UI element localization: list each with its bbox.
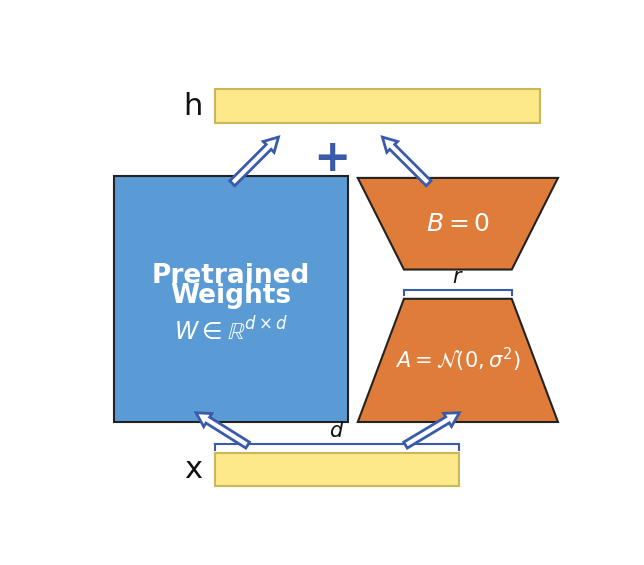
Bar — [214, 453, 459, 486]
Text: x: x — [184, 455, 202, 484]
Text: Pretrained: Pretrained — [152, 263, 310, 289]
Polygon shape — [196, 413, 249, 448]
Bar — [214, 89, 540, 123]
Polygon shape — [358, 299, 558, 422]
Polygon shape — [383, 137, 431, 186]
Text: $W \in \mathbb{R}^{d\times d}$: $W \in \mathbb{R}^{d\times d}$ — [174, 317, 288, 345]
Polygon shape — [404, 413, 459, 448]
Text: $d$: $d$ — [329, 421, 345, 441]
Bar — [115, 176, 348, 422]
Polygon shape — [230, 137, 278, 186]
Text: $\mathbf{+}$: $\mathbf{+}$ — [313, 137, 347, 180]
Text: h: h — [184, 92, 203, 121]
Polygon shape — [358, 178, 558, 270]
Text: $r$: $r$ — [452, 267, 464, 287]
Text: Weights: Weights — [171, 282, 292, 308]
Text: $A = \mathcal{N}(0,\sigma^2)$: $A = \mathcal{N}(0,\sigma^2)$ — [395, 346, 520, 375]
Text: $B = 0$: $B = 0$ — [426, 212, 490, 236]
